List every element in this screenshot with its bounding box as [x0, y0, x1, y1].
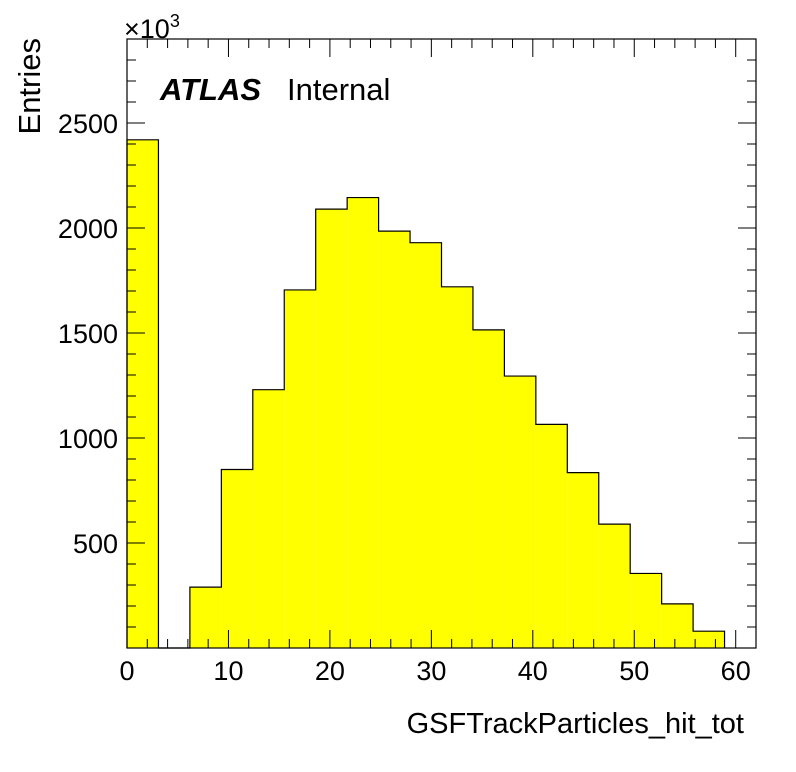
y-tick-label: 1500	[58, 319, 118, 349]
histogram-bar	[221, 469, 253, 648]
y-tick-label: 1000	[58, 424, 118, 454]
plot-frame	[126, 38, 757, 649]
histogram-bars	[127, 139, 725, 649]
histogram-bar	[598, 524, 631, 648]
histogram-bar	[567, 472, 599, 648]
histogram-bar	[252, 389, 285, 648]
histogram-bar	[472, 329, 505, 648]
histogram-bar	[693, 631, 725, 648]
y-tick-label: 500	[73, 529, 118, 559]
histogram-bar	[315, 209, 348, 648]
histogram-outline	[126, 139, 726, 649]
histogram-bar	[535, 424, 568, 648]
histogram-bar	[378, 231, 411, 648]
y-multiplier-label: ×103	[124, 11, 180, 44]
atlas-status: Internal	[287, 72, 390, 107]
histogram-bar	[347, 197, 379, 649]
x-axis-label: GSFTrackParticles_hit_tot	[407, 708, 744, 740]
histogram-bar	[504, 376, 536, 648]
x-tick-label: 10	[213, 656, 243, 686]
histogram-bar	[189, 587, 222, 648]
atlas-label: ATLAS	[159, 72, 261, 107]
x-tick-label: 40	[518, 656, 548, 686]
histogram-bar	[441, 286, 473, 648]
x-tick-label: 20	[315, 656, 345, 686]
x-tick-label: 30	[416, 656, 446, 686]
histogram-bar	[284, 289, 316, 648]
y-tick-label: 2000	[58, 214, 118, 244]
y-axis-label: Entries	[12, 38, 47, 134]
x-tick-label: 60	[721, 656, 751, 686]
histogram-bar	[410, 242, 442, 648]
histogram-bar	[661, 603, 694, 648]
histogram-bar	[630, 573, 662, 648]
tick-labels: 0 10 20 30 40 50 60 500 1000 1500 2000 2500	[58, 109, 751, 686]
axis-ticks	[126, 38, 757, 648]
x-tick-label: 50	[619, 656, 649, 686]
x-tick-label: 0	[119, 656, 134, 686]
histogram-bar	[127, 139, 159, 649]
y-tick-label: 2500	[58, 109, 118, 139]
